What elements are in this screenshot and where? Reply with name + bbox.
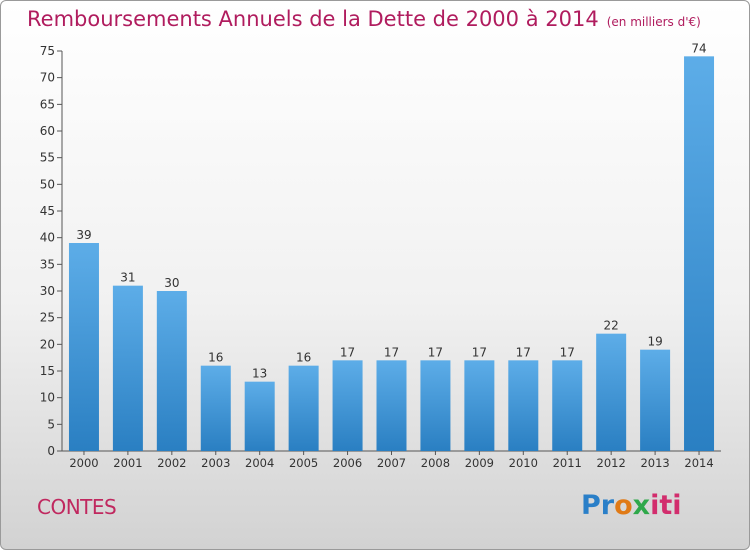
- x-tick-label: 2009: [465, 456, 494, 470]
- bar: [552, 360, 583, 451]
- bar: [420, 360, 451, 451]
- chart-bars: 39 31 30 16 13 16 17 17 17 17 17 17 22 19 74: [68, 41, 715, 451]
- proxiti-logo: Proxiti: [581, 490, 682, 521]
- bar-value-label: 17: [384, 345, 399, 359]
- chart-axes: 0 5 10 15 20 25 30 35 40 45 50 55 60 65 70 75 2000 2001 20…: [40, 44, 721, 470]
- bar-value-label: 19: [647, 335, 662, 349]
- y-tick-label: 50: [40, 177, 55, 191]
- x-tick-label: 2012: [597, 456, 626, 470]
- bar: [376, 360, 407, 451]
- x-tick-label: 2010: [509, 456, 538, 470]
- x-tick-label: 2007: [377, 456, 406, 470]
- bar: [68, 243, 99, 451]
- y-tick-label: 15: [40, 364, 55, 378]
- bar: [200, 365, 231, 451]
- bar-value-label: 17: [340, 345, 355, 359]
- bar: [640, 349, 671, 451]
- bar-value-label: 16: [296, 351, 311, 365]
- bar: [244, 381, 275, 451]
- chart-unit-label: (en milliers d'€): [606, 15, 701, 29]
- x-tick-label: 2006: [333, 456, 362, 470]
- y-tick-label: 40: [40, 231, 55, 245]
- bar-value-label: 17: [516, 345, 531, 359]
- x-tick-label: 2004: [245, 456, 274, 470]
- x-tick-label: 2002: [157, 456, 186, 470]
- bar: [508, 360, 539, 451]
- y-tick-label: 60: [40, 124, 55, 138]
- y-tick-label: 30: [40, 284, 55, 298]
- bar: [596, 333, 627, 451]
- x-tick-label: 2013: [640, 456, 669, 470]
- x-tick-label: 2000: [69, 456, 98, 470]
- bar: [332, 360, 363, 451]
- bar-value-label: 74: [691, 41, 706, 55]
- chart-title-text: Remboursements Annuels de la Dette de 20…: [27, 7, 599, 31]
- y-tick-label: 10: [40, 391, 55, 405]
- x-tick-label: 2011: [553, 456, 582, 470]
- y-tick-label: 0: [47, 444, 55, 458]
- x-tick-label: 2005: [289, 456, 318, 470]
- y-tick-label: 55: [40, 151, 55, 165]
- y-tick-label: 20: [40, 337, 55, 351]
- x-tick-label: 2008: [421, 456, 450, 470]
- bar: [112, 285, 143, 451]
- commune-name: CONTES: [37, 495, 117, 519]
- y-tick-label: 70: [40, 71, 55, 85]
- bar-value-label: 30: [164, 276, 179, 290]
- y-tick-label: 25: [40, 311, 55, 325]
- bar-value-label: 17: [428, 345, 443, 359]
- bar: [464, 360, 495, 451]
- x-tick-label: 2014: [684, 456, 713, 470]
- bar-value-label: 22: [604, 319, 619, 333]
- bar-value-label: 31: [120, 271, 135, 285]
- x-tick-label: 2001: [113, 456, 142, 470]
- bar-value-label: 16: [208, 351, 223, 365]
- bar-value-label: 17: [560, 345, 575, 359]
- x-tick-label: 2003: [201, 456, 230, 470]
- bar: [288, 365, 319, 451]
- bar-value-label: 17: [472, 345, 487, 359]
- chart-title: Remboursements Annuels de la Dette de 20…: [27, 7, 701, 31]
- y-tick-label: 45: [40, 204, 55, 218]
- bar-value-label: 39: [76, 228, 91, 242]
- bar: [684, 56, 715, 451]
- bar: [156, 291, 187, 451]
- y-tick-label: 5: [47, 417, 55, 431]
- y-tick-label: 35: [40, 257, 55, 271]
- bar-value-label: 13: [252, 367, 267, 381]
- y-tick-label: 75: [40, 44, 55, 58]
- y-tick-label: 65: [40, 97, 55, 111]
